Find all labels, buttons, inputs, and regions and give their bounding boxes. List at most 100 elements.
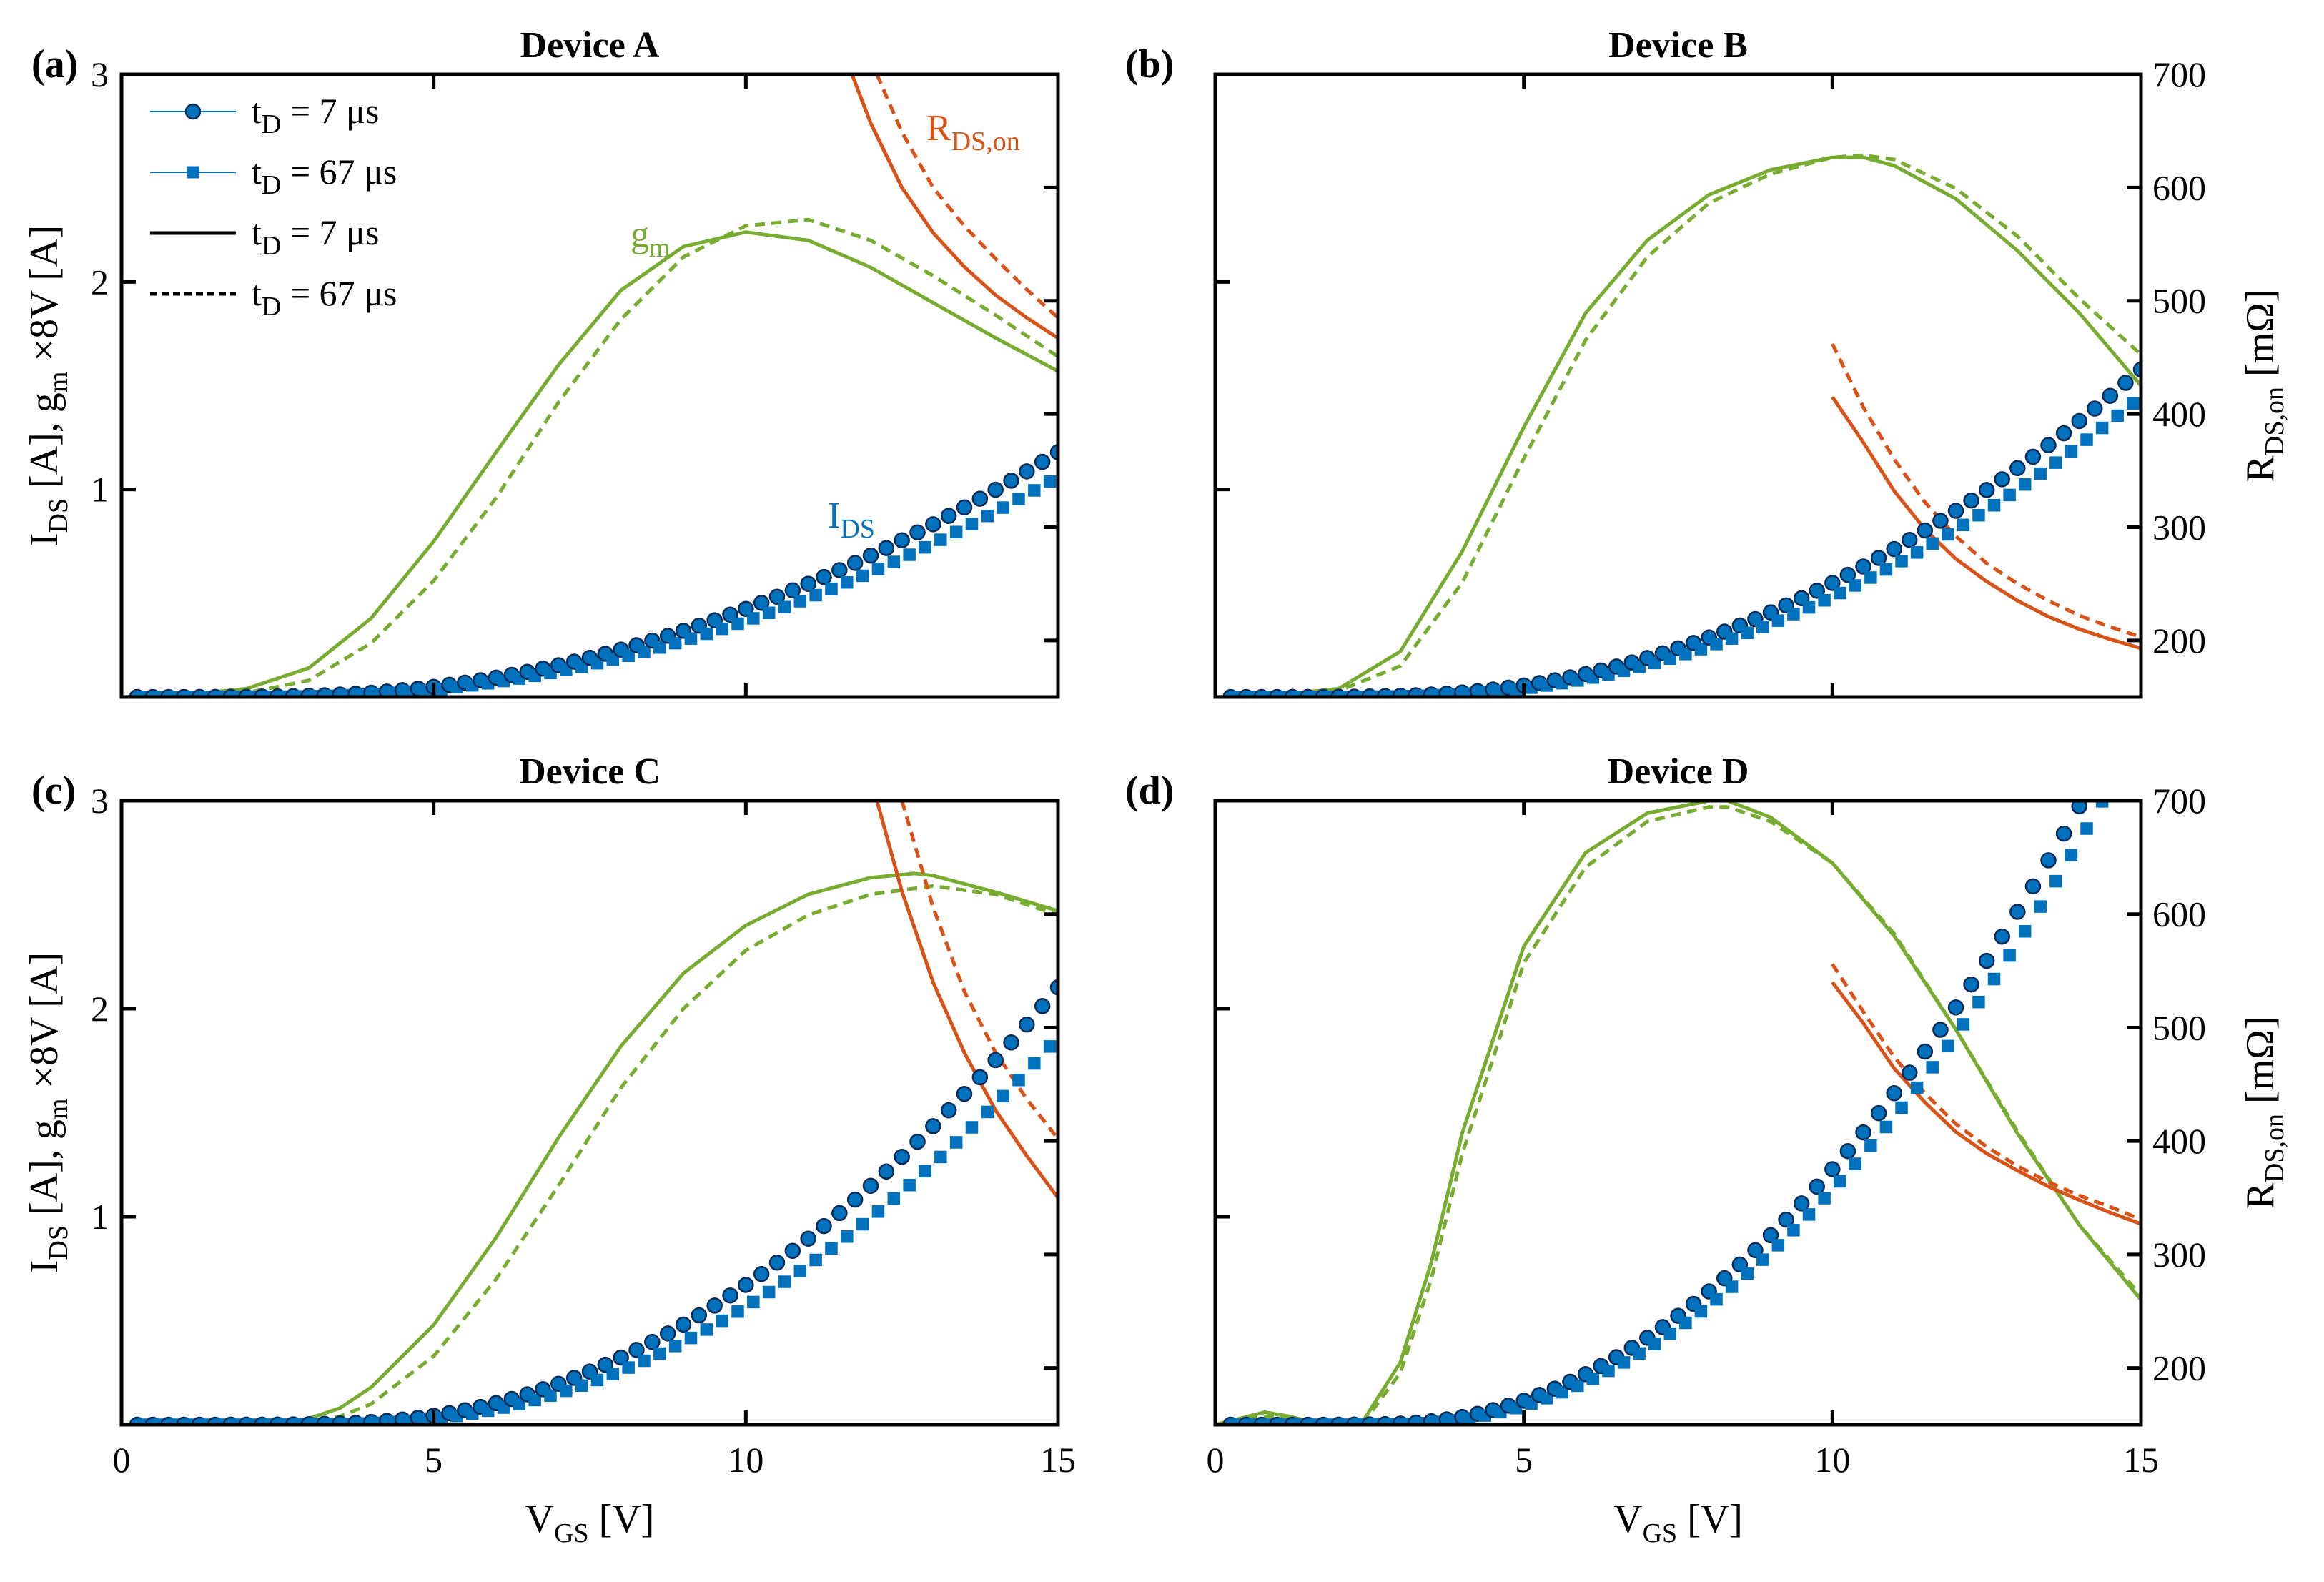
ids-marker-67us	[1617, 1356, 1631, 1369]
x-tick-label: 10	[1814, 1440, 1850, 1480]
ids-marker-67us	[1818, 594, 1831, 607]
ids-marker-7us	[816, 568, 832, 585]
ids-marker-67us	[1987, 498, 2001, 512]
ids-marker-67us	[1663, 1327, 1677, 1340]
y-tick-label-right: 700	[2152, 781, 2206, 821]
gm-curve-7us	[122, 230, 1058, 697]
ids-marker-67us	[762, 1285, 776, 1299]
ids-marker-7us	[1947, 503, 1964, 519]
ids-marker-7us	[628, 1342, 645, 1358]
y-axis-label-left: IDS [A], gm ×8V [A]	[22, 225, 74, 546]
gm-curve-67us	[1215, 805, 2141, 1425]
ids-marker-67us	[575, 1379, 588, 1393]
ids-marker-67us	[2080, 822, 2093, 835]
ids-marker-7us	[2055, 425, 2072, 442]
y-tick-label-right: 400	[2152, 394, 2206, 434]
ids-marker-67us	[1987, 972, 2001, 986]
ids-marker-67us	[1972, 508, 1985, 522]
ids-marker-7us	[753, 595, 770, 611]
ids-marker-67us	[747, 1295, 760, 1309]
ids-marker-67us	[622, 649, 635, 662]
y-tick-label-right: 500	[2152, 1007, 2206, 1047]
legend-entry: tD = 7 μs	[150, 91, 379, 139]
ids-marker-67us	[2018, 925, 2032, 938]
ids-marker-67us	[762, 606, 776, 619]
ids-marker-67us	[2034, 900, 2047, 913]
ids-marker-67us	[716, 622, 728, 636]
ids-marker-7us	[2024, 878, 2042, 895]
panel-2: Device B (b) 200 300 400 500 600 700 RDS,on [mΩ]	[1125, 25, 2290, 699]
ids-marker-67us	[653, 641, 666, 654]
ids-marker-67us	[1802, 600, 1816, 614]
ids-marker-7us	[909, 1133, 926, 1150]
legend-label: tD = 7 μs	[252, 212, 379, 261]
ids-marker-7us	[1019, 1016, 1035, 1033]
ids-marker-7us	[1003, 473, 1019, 489]
panel-label: (c)	[31, 768, 76, 813]
ids-marker-7us	[1978, 952, 1995, 969]
ids-marker-7us	[1034, 453, 1051, 470]
ids-marker-7us	[925, 516, 941, 533]
panel-title: Device C	[519, 751, 661, 792]
ids-marker-67us	[856, 1217, 869, 1231]
ids-marker-67us	[1725, 632, 1739, 645]
ids-marker-67us	[1694, 643, 1708, 656]
ids-marker-7us	[925, 1118, 941, 1134]
ids-marker-7us	[691, 1307, 708, 1324]
ids-marker-67us	[871, 563, 885, 575]
x-tick-label: 5	[425, 1440, 442, 1480]
ids-marker-67us	[965, 1121, 979, 1134]
ids-marker-67us	[997, 501, 1009, 514]
ids-marker-7us	[894, 532, 910, 549]
x-tick-label: 0	[1207, 1440, 1225, 1480]
plot-area	[122, 74, 1058, 697]
ids-marker-67us	[747, 612, 760, 625]
ids-marker-7us	[878, 1163, 895, 1180]
ids-marker-67us	[638, 645, 651, 658]
ids-marker-7us	[846, 555, 864, 571]
ids-marker-7us	[971, 1069, 989, 1086]
plot-area	[1215, 153, 2141, 697]
legend-circle-marker	[184, 103, 202, 120]
ids-marker-7us	[1932, 1022, 1949, 1038]
ids-marker-7us	[1978, 482, 1995, 498]
y-tick-label-right: 300	[2152, 1235, 2206, 1275]
ids-marker-7us	[987, 481, 1004, 498]
ids-marker-67us	[1879, 1120, 1893, 1134]
ids-marker-67us	[1043, 475, 1057, 488]
ids-marker-7us	[784, 1242, 801, 1260]
y-tick-label-left: 3	[91, 54, 109, 94]
ids-marker-67us	[997, 1089, 1009, 1103]
ids-marker-7us	[2071, 801, 2087, 815]
ids-marker-7us	[862, 547, 879, 564]
ids-marker-67us	[919, 1165, 931, 1178]
ids-marker-67us	[1926, 1061, 1939, 1074]
legend-entry: tD = 7 μs	[150, 212, 379, 261]
x-tick-label: 0	[113, 1440, 131, 1480]
ids-marker-7us	[768, 1255, 786, 1271]
ids-marker-67us	[1043, 1040, 1057, 1053]
ids-marker-67us	[2003, 488, 2016, 502]
y-tick-label-left: 2	[91, 989, 109, 1029]
ids-marker-7us	[784, 582, 801, 599]
ids-marker-67us	[778, 1275, 791, 1288]
ids-marker-7us	[659, 1325, 676, 1342]
ids-marker-67us	[1679, 1316, 1692, 1330]
ids-marker-67us	[1926, 537, 1939, 550]
ids-marker-67us	[871, 1205, 885, 1218]
axes-frame	[1213, 799, 2143, 1427]
ids-marker-7us	[2117, 375, 2134, 391]
ids-marker-67us	[1571, 1379, 1584, 1393]
ids-marker-7us	[1870, 550, 1887, 566]
ids-marker-67us	[1895, 555, 1908, 568]
ids-marker-7us	[1824, 575, 1841, 591]
ids-marker-67us	[2127, 739, 2139, 751]
ids-marker-67us	[934, 533, 947, 546]
ids-marker-67us	[825, 583, 838, 595]
ids-marker-67us	[1942, 528, 1954, 541]
ids-marker-67us	[2112, 768, 2123, 779]
rds-curve-67us	[875, 74, 1058, 320]
ids-marker-67us	[1012, 493, 1025, 505]
ids-marker-67us	[2111, 409, 2124, 422]
ids-marker-67us	[841, 575, 854, 589]
